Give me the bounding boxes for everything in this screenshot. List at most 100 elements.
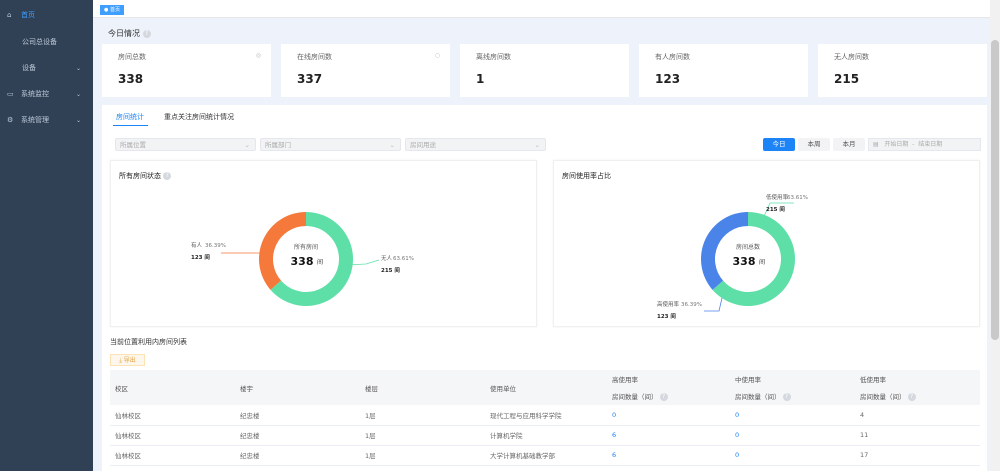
today-button[interactable]: 今日 bbox=[763, 138, 795, 151]
tab-room-stats[interactable]: 房间统计 bbox=[116, 113, 144, 121]
help-icon[interactable]: ? bbox=[142, 29, 151, 38]
table-cell[interactable]: 6 bbox=[607, 445, 730, 466]
donut-slice-0 bbox=[259, 212, 306, 290]
calendar-icon: ▤ bbox=[873, 141, 879, 148]
help-icon[interactable]: ? bbox=[163, 172, 172, 180]
department-placeholder: 所属部门 bbox=[265, 141, 291, 149]
donut-slice-0 bbox=[712, 212, 795, 306]
center-unit: 间 bbox=[317, 258, 323, 266]
tab-key-rooms[interactable]: 重点关注房间统计情况 bbox=[164, 113, 234, 121]
table-row: 仙林校区 纪忠楼 1层 现代工程与应用科学学院 0 0 4 bbox=[110, 405, 980, 426]
table-cell: 纪忠楼 bbox=[235, 425, 360, 446]
end-date-input[interactable]: 结束日期 bbox=[918, 141, 943, 148]
table-cell: 1层 bbox=[360, 425, 485, 446]
table-cell: 1层 bbox=[360, 445, 485, 466]
stat-value: 215 bbox=[834, 72, 860, 86]
stat-label: 房间总数 bbox=[118, 53, 146, 61]
sidebar-item-label: 首页 bbox=[21, 11, 35, 19]
table-cell[interactable]: 0 bbox=[607, 405, 730, 426]
col-low: 低使用率 房间数量（间） ? bbox=[855, 370, 980, 405]
home-icon: ⌂ bbox=[7, 11, 12, 19]
table-cell[interactable]: 4 bbox=[855, 405, 980, 426]
table-row: 仙林校区 纪忠楼 1层 大学计算机基础教学部 6 0 17 bbox=[110, 445, 980, 466]
list-title: 当前位置利用内房间列表 bbox=[110, 338, 187, 346]
info-icon: ◎ bbox=[255, 52, 261, 59]
month-button[interactable]: 本月 bbox=[833, 138, 865, 151]
stat-card-offline: 离线房间数 1 bbox=[460, 44, 629, 97]
col-label: 中使用率 bbox=[735, 376, 761, 384]
table-row: 仙林校区 纪忠楼 1层 计算机学院 6 0 11 bbox=[110, 425, 980, 446]
sidebar-item-company-devices[interactable]: 公司总设备 bbox=[0, 32, 93, 52]
col-label: 高使用率 bbox=[612, 376, 638, 384]
table-cell: 仙林校区 bbox=[110, 445, 235, 466]
stat-value: 1 bbox=[476, 72, 485, 86]
slice-value: 215 间 bbox=[381, 266, 400, 274]
chevron-down-icon: ⌄ bbox=[75, 116, 81, 124]
col-sublabel: 房间数量（间） bbox=[735, 393, 781, 401]
download-icon: ⤓ bbox=[119, 357, 122, 364]
table-cell[interactable]: 0 bbox=[730, 445, 855, 466]
table-cell[interactable]: 0 bbox=[730, 405, 855, 426]
start-date-input[interactable]: 开始日期 bbox=[884, 141, 909, 148]
table-cell: 纪忠楼 bbox=[235, 445, 360, 466]
slice-percent: 36.39% bbox=[681, 302, 702, 308]
week-button[interactable]: 本周 bbox=[798, 138, 830, 151]
department-select[interactable]: 所属部门 ⌄ bbox=[260, 138, 401, 151]
table-cell: 大学计算机基础教学部 bbox=[485, 445, 607, 466]
sidebar: ⌂ 首页 公司总设备 设备 ⌄ ▭ 系统监控 ⌄ ⚙ 系统管理 ⌄ bbox=[0, 0, 93, 471]
stat-label: 在线房间数 bbox=[297, 53, 332, 61]
table-cell: 仙林校区 bbox=[110, 405, 235, 426]
slice-name: 高使用率 bbox=[657, 300, 680, 308]
slice-name: 无人 bbox=[381, 255, 393, 262]
help-icon[interactable]: ? bbox=[907, 393, 916, 401]
help-icon[interactable]: ? bbox=[659, 393, 668, 401]
table-cell[interactable]: 11 bbox=[855, 425, 980, 446]
scrollbar-thumb[interactable] bbox=[991, 40, 999, 340]
slice-value: 215 间 bbox=[766, 205, 785, 213]
col-mid: 中使用率房间数量（间） ? bbox=[730, 370, 855, 405]
slice-value: 123 间 bbox=[657, 312, 676, 320]
location-select[interactable]: 所属位置 ⌄ bbox=[115, 138, 256, 151]
room-status-chart: 所有房间状态 ? 有人 36.39% 123 间 无人 63.61% 215 间 所有房间 3… bbox=[110, 160, 537, 327]
leader-line bbox=[704, 297, 723, 312]
table-cell: 1层 bbox=[360, 405, 485, 426]
date-separator: - bbox=[912, 141, 915, 148]
monitor-icon: ▭ bbox=[7, 90, 14, 98]
chevron-down-icon: ⌄ bbox=[534, 141, 540, 149]
help-icon[interactable]: ? bbox=[782, 393, 791, 401]
export-button[interactable]: ⤓ 导出 bbox=[110, 354, 145, 366]
table-cell[interactable]: 17 bbox=[855, 445, 980, 466]
usage-select[interactable]: 房间用途 ⌄ bbox=[405, 138, 546, 151]
sidebar-item-label: 设备 bbox=[22, 64, 36, 72]
col-sublabel: 房间数量（间） bbox=[612, 393, 658, 401]
leader-line bbox=[346, 259, 380, 266]
center-value: 338 bbox=[291, 255, 314, 268]
sidebar-item-system[interactable]: ⚙ 系统管理 ⌄ bbox=[0, 110, 93, 130]
tab-tag-home[interactable]: ● 首页 bbox=[100, 5, 124, 15]
chart-title: 所有房间状态 bbox=[119, 172, 161, 180]
today-title: 今日情况 ? bbox=[108, 28, 151, 39]
stat-value: 338 bbox=[118, 72, 144, 86]
table-cell[interactable]: 6 bbox=[607, 425, 730, 446]
stat-label: 离线房间数 bbox=[476, 53, 511, 61]
stat-card-occupied: 有人房间数 123 bbox=[639, 44, 808, 97]
sidebar-item-devices[interactable]: 设备 ⌄ bbox=[0, 58, 93, 78]
usage-rate-chart: 房间使用率占比 低使用率 63.61% 215 间高使用率 36.39% 123 间 房间… bbox=[553, 160, 980, 327]
donut-slice-1 bbox=[270, 212, 353, 306]
sidebar-item-home[interactable]: ⌂ 首页 bbox=[0, 5, 93, 25]
col-building: 楼宇 bbox=[235, 370, 360, 405]
sidebar-item-label: 系统管理 bbox=[21, 116, 49, 124]
today-title-text: 今日情况 bbox=[108, 29, 140, 38]
scrollbar[interactable] bbox=[990, 0, 1000, 471]
stat-card-empty: 无人房间数 215 bbox=[818, 44, 987, 97]
table-cell[interactable]: 0 bbox=[730, 425, 855, 446]
slice-percent: 63.61% bbox=[393, 256, 414, 262]
table-header: 校区 楼宇 楼层 使用单位 高使用率 房间数量（间） ? 中使用率 房间数量（间） … bbox=[110, 370, 980, 405]
leader-line bbox=[221, 252, 272, 256]
room-table: 校区 楼宇 楼层 使用单位 高使用率 房间数量（间） ? 中使用率 房间数量（间） … bbox=[110, 370, 980, 466]
date-range-picker[interactable]: ▤ 开始日期 - 结束日期 bbox=[868, 138, 981, 151]
slice-percent: 63.61% bbox=[787, 195, 808, 201]
sidebar-item-monitor[interactable]: ▭ 系统监控 ⌄ bbox=[0, 84, 93, 104]
col-floor: 楼层 bbox=[360, 370, 485, 405]
